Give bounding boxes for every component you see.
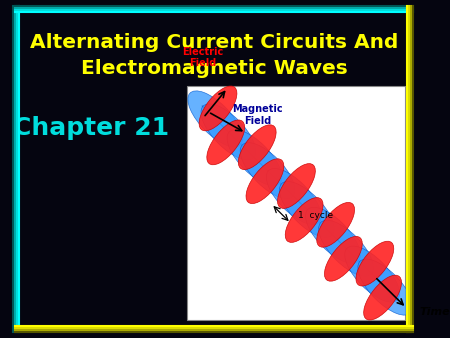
Ellipse shape [201,104,256,160]
Ellipse shape [207,120,245,165]
Ellipse shape [317,202,355,247]
Ellipse shape [199,86,237,131]
Ellipse shape [356,241,394,286]
Ellipse shape [227,130,282,186]
Ellipse shape [319,220,373,276]
Text: Chapter 21: Chapter 21 [14,116,170,140]
Ellipse shape [306,207,360,263]
Ellipse shape [240,143,295,199]
Text: Time: Time [419,307,450,317]
Ellipse shape [246,159,284,203]
Ellipse shape [324,236,362,281]
Ellipse shape [278,164,315,209]
Ellipse shape [279,182,334,238]
Text: 1  cycle: 1 cycle [298,211,333,220]
Text: Electromagnetic Waves: Electromagnetic Waves [81,58,347,77]
Text: Magnetic
Field: Magnetic Field [232,104,283,126]
Ellipse shape [188,91,243,147]
Ellipse shape [285,198,323,242]
Ellipse shape [266,168,321,224]
Text: Alternating Current Circuits And: Alternating Current Circuits And [30,33,398,52]
Ellipse shape [238,125,276,170]
Text: Electric
Field: Electric Field [182,47,223,68]
Ellipse shape [364,275,401,320]
Ellipse shape [345,246,400,302]
Ellipse shape [358,259,413,315]
Bar [187,86,405,320]
